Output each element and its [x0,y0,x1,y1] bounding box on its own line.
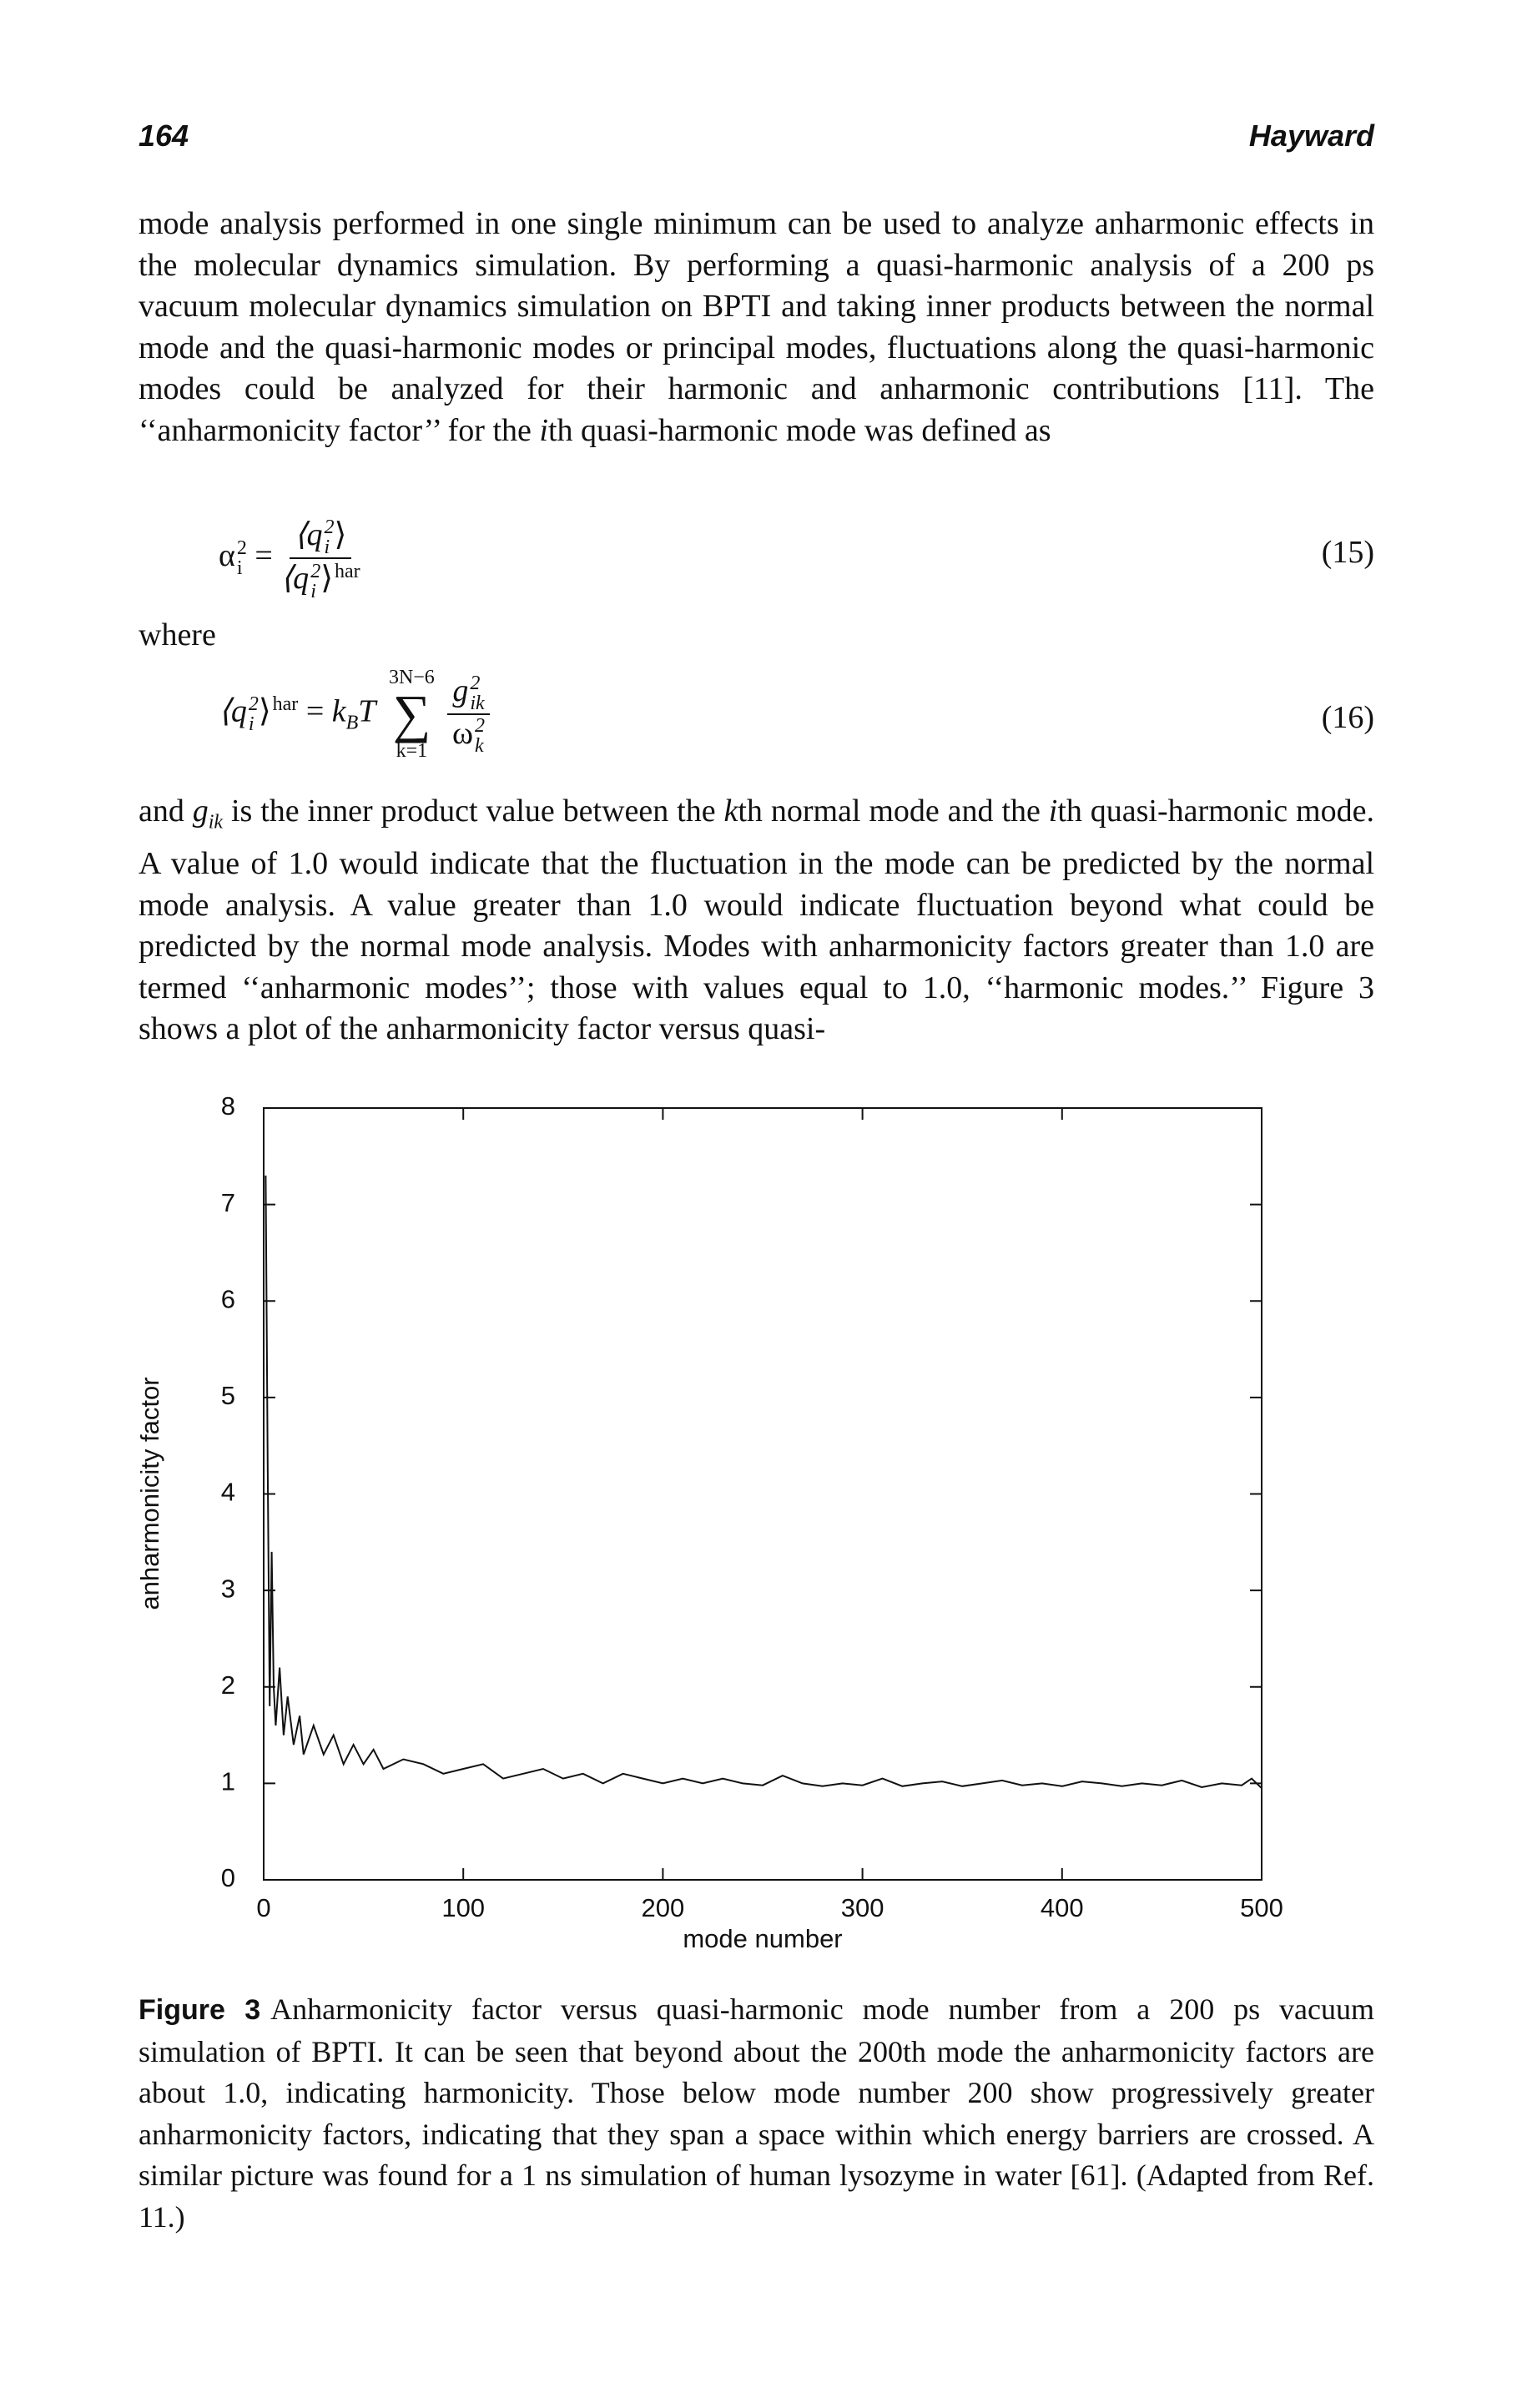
paragraph: mode analysis performed in one single mi… [139,204,1374,451]
page-number: 164 [139,118,189,153]
symbol: α [219,538,235,573]
text: is the inner product value between the [223,793,724,829]
text: k [723,793,738,829]
y-tick-label: 3 [221,1574,235,1603]
text: ik [208,811,224,834]
symbol: ω [451,716,473,751]
y-tick-label: 4 [221,1478,235,1507]
text: i [1048,793,1058,829]
caption-label: Figure 3 [139,1994,261,2026]
x-tick-label: 500 [1240,1893,1283,1922]
y-tick-label: 0 [221,1863,235,1892]
y-tick-label: 8 [221,1091,235,1121]
equation-number: (16) [1321,700,1374,735]
chart: mode number anharmonicity factor 0 1 2 3 4 5 6… [135,1091,1283,1953]
caption-text: Anharmonicity factor versus quasi-harmon… [139,1992,1374,2234]
sup: 2 [310,560,321,582]
sup: 2 [236,537,247,560]
equation-number: (15) [1321,535,1374,570]
symbol: ⟨q [219,693,247,729]
x-tick-label: 300 [841,1893,884,1922]
sum-sign: ∑ [392,684,431,743]
symbol: T [358,693,376,729]
sup: 2 [248,693,259,715]
symbol: ⟩ [258,693,271,729]
running-head: Hayward [1248,118,1374,153]
sub: i [324,537,330,559]
sub: B [345,712,359,734]
sup: 2 [474,715,485,738]
x-tick-label: 200 [642,1893,685,1922]
sum-upper: 3N−6 [388,667,435,688]
sum-lower: k=1 [396,740,428,762]
text: th normal mode and the [738,793,1049,829]
symbol: k [331,693,346,729]
sub: i [248,713,255,735]
text: th quasi-harmonic mode. A value of 1.0 w… [139,793,1374,1047]
sub: i [310,580,316,602]
symbol: ⟨q [280,561,310,597]
sub: i [236,557,243,580]
x-tick-label: 100 [441,1893,485,1922]
sup: har [335,560,360,582]
text: and [139,793,193,829]
y-tick-label: 6 [221,1284,235,1313]
symbol: ⟩ [320,561,334,597]
text: i [539,412,548,448]
y-axis-label: anharmonicity factor [135,1377,164,1610]
y-tick-label: 1 [221,1767,235,1796]
figure-caption: Figure 3 Anharmonicity factor versus quas… [139,1989,1374,2238]
x-tick-label: 0 [256,1893,270,1922]
text: g [192,793,209,829]
plot-frame [263,1107,1262,1881]
paragraph: where [139,615,1374,657]
symbol: ⟨q [294,517,323,552]
sup: 2 [470,673,481,694]
y-tick-label: 2 [221,1670,235,1700]
sub: k [474,735,484,758]
x-axis-label: mode number [683,1924,842,1953]
data-line [265,1175,1262,1789]
y-tick-label: 7 [221,1188,235,1217]
symbol: ⟩ [334,517,347,552]
text: where [139,617,216,652]
paragraph: and gik is the inner product value betwe… [139,791,1374,1050]
text: th quasi-harmonic mode was defined as [547,412,1051,448]
symbol: g [452,673,469,708]
symbol: = [255,538,273,573]
sub: ik [470,693,485,714]
symbol: = [305,693,325,729]
text: mode analysis performed in one single mi… [139,206,1374,448]
x-tick-label: 400 [1041,1893,1084,1922]
sup: 2 [324,516,335,539]
y-tick-label: 5 [221,1381,235,1410]
sup: har [272,693,299,716]
